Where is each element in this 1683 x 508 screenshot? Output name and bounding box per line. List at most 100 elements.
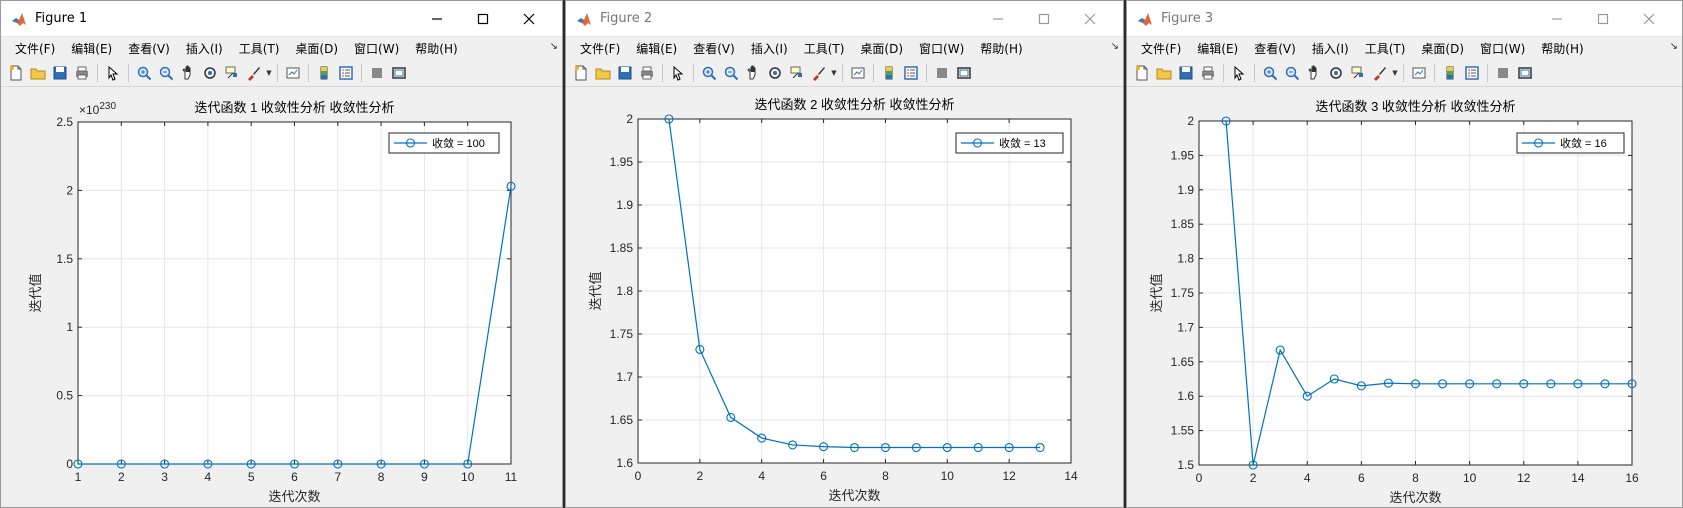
figure-3-window[interactable]: Figure 3 文件(F) 编辑(E) 查看(V) 插入(I) 工具(T) 桌面(D) 窗口… bbox=[1126, 0, 1683, 508]
data-point[interactable] bbox=[1465, 379, 1475, 389]
menu-item[interactable]: 工具(T) bbox=[803, 41, 845, 56]
pan-button[interactable] bbox=[1303, 62, 1325, 84]
close-button[interactable] bbox=[506, 1, 552, 37]
print-button[interactable] bbox=[1197, 62, 1219, 84]
zoom-in-button[interactable] bbox=[133, 62, 155, 84]
menu-item[interactable]: 桌面(D) bbox=[1421, 41, 1465, 56]
menu-item[interactable]: 桌面(D) bbox=[295, 41, 339, 56]
figure-1-window[interactable]: Figure 1 文件(F) 编辑(E) 查看(V) 插入(I) 工具(T) 桌面(D) 窗口… bbox=[0, 0, 563, 508]
legend[interactable]: 收敛 = 16 bbox=[1516, 132, 1625, 154]
link-button[interactable] bbox=[1408, 62, 1430, 84]
data-point[interactable] bbox=[1248, 460, 1258, 470]
save-button[interactable] bbox=[49, 62, 71, 84]
hide-button[interactable] bbox=[366, 62, 388, 84]
open-button[interactable] bbox=[592, 62, 614, 84]
menu-overflow-icon[interactable]: ↘ bbox=[549, 41, 558, 52]
data-point[interactable] bbox=[911, 442, 921, 453]
brush-button[interactable] bbox=[808, 62, 830, 84]
menu-item[interactable]: 编辑(E) bbox=[636, 41, 678, 56]
minimize-button[interactable] bbox=[1534, 1, 1580, 37]
chevron-down-icon[interactable]: ▼ bbox=[1392, 68, 1398, 77]
chevron-down-icon[interactable]: ▼ bbox=[266, 68, 272, 77]
datatip-button[interactable] bbox=[1347, 62, 1369, 84]
data-point[interactable] bbox=[757, 433, 767, 443]
grid-button[interactable] bbox=[388, 62, 410, 84]
datatip-button[interactable] bbox=[786, 62, 808, 84]
menu-item[interactable]: 插入(I) bbox=[750, 41, 788, 56]
data-point[interactable] bbox=[506, 181, 516, 191]
pointer-button[interactable] bbox=[1228, 62, 1250, 84]
menu-item[interactable]: 查看(V) bbox=[1254, 41, 1296, 56]
data-point[interactable] bbox=[1627, 379, 1637, 389]
data-point[interactable] bbox=[1410, 379, 1421, 389]
brush-button[interactable] bbox=[1369, 62, 1391, 84]
data-point[interactable] bbox=[1035, 442, 1045, 453]
menu-item[interactable]: 文件(F) bbox=[15, 41, 56, 56]
menu-item[interactable]: 工具(T) bbox=[1364, 41, 1406, 56]
rotate-button[interactable] bbox=[764, 62, 786, 84]
pan-button[interactable] bbox=[177, 62, 199, 84]
data-point[interactable] bbox=[419, 459, 429, 469]
print-button[interactable] bbox=[71, 62, 93, 84]
menu-item[interactable]: 帮助(H) bbox=[980, 41, 1023, 56]
data-point[interactable] bbox=[463, 459, 473, 469]
data-point[interactable] bbox=[376, 459, 386, 469]
data-point[interactable] bbox=[289, 459, 300, 469]
data-point[interactable] bbox=[160, 459, 170, 469]
data-point[interactable] bbox=[819, 442, 829, 452]
menu-item[interactable]: 编辑(E) bbox=[71, 41, 113, 56]
data-point[interactable] bbox=[664, 114, 674, 124]
data-point[interactable] bbox=[1519, 379, 1529, 389]
menu-item[interactable]: 帮助(H) bbox=[1541, 41, 1584, 56]
datatip-button[interactable] bbox=[221, 62, 243, 84]
figure-2-window[interactable]: Figure 2 文件(F) 编辑(E) 查看(V) 插入(I) 工具(T) 桌面(D) 窗口… bbox=[565, 0, 1124, 508]
title-bar[interactable]: Figure 3 bbox=[1127, 1, 1682, 37]
legend[interactable]: 收敛 = 100 bbox=[388, 132, 500, 154]
close-button[interactable] bbox=[1067, 1, 1113, 37]
menu-overflow-icon[interactable]: ↘ bbox=[1110, 41, 1119, 52]
open-button[interactable] bbox=[1153, 62, 1175, 84]
hide-button[interactable] bbox=[931, 62, 953, 84]
menu-overflow-icon[interactable]: ↘ bbox=[1669, 41, 1678, 52]
close-button[interactable] bbox=[1626, 1, 1672, 37]
pan-button[interactable] bbox=[742, 62, 764, 84]
data-point[interactable] bbox=[1383, 378, 1393, 388]
menu-item[interactable]: 插入(I) bbox=[185, 41, 223, 56]
legend[interactable]: 收敛 = 13 bbox=[955, 132, 1064, 154]
minimize-button[interactable] bbox=[414, 1, 460, 37]
data-point[interactable] bbox=[1329, 374, 1339, 384]
chevron-down-icon[interactable]: ▼ bbox=[831, 68, 837, 77]
open-button[interactable] bbox=[27, 62, 49, 84]
title-bar[interactable]: Figure 1 bbox=[1, 1, 562, 37]
data-point[interactable] bbox=[116, 459, 126, 469]
zoom-in-button[interactable] bbox=[1259, 62, 1281, 84]
minimize-button[interactable] bbox=[975, 1, 1021, 37]
zoom-out-button[interactable] bbox=[155, 62, 177, 84]
data-point[interactable] bbox=[1356, 381, 1366, 391]
grid-button[interactable] bbox=[953, 62, 975, 84]
menu-item[interactable]: 插入(I) bbox=[1311, 41, 1349, 56]
data-point[interactable] bbox=[788, 440, 798, 450]
new-button[interactable] bbox=[570, 62, 592, 84]
menu-item[interactable]: 编辑(E) bbox=[1197, 41, 1239, 56]
brush-button[interactable] bbox=[243, 62, 265, 84]
legend-button[interactable] bbox=[900, 62, 922, 84]
colorbar-button[interactable] bbox=[1439, 62, 1461, 84]
legend-button[interactable] bbox=[1461, 62, 1483, 84]
data-point[interactable] bbox=[695, 344, 705, 355]
new-button[interactable] bbox=[1131, 62, 1153, 84]
menu-item[interactable]: 查看(V) bbox=[128, 41, 170, 56]
data-point[interactable] bbox=[942, 442, 952, 453]
rotate-button[interactable] bbox=[1325, 62, 1347, 84]
print-button[interactable] bbox=[636, 62, 658, 84]
legend-button[interactable] bbox=[335, 62, 357, 84]
new-button[interactable] bbox=[5, 62, 27, 84]
data-point[interactable] bbox=[1004, 442, 1014, 453]
data-point[interactable] bbox=[73, 459, 83, 469]
data-point[interactable] bbox=[1546, 379, 1556, 389]
data-point[interactable] bbox=[973, 442, 983, 453]
data-point[interactable] bbox=[726, 412, 736, 422]
menu-item[interactable]: 文件(F) bbox=[580, 41, 621, 56]
grid-button[interactable] bbox=[1514, 62, 1536, 84]
save-button[interactable] bbox=[1175, 62, 1197, 84]
